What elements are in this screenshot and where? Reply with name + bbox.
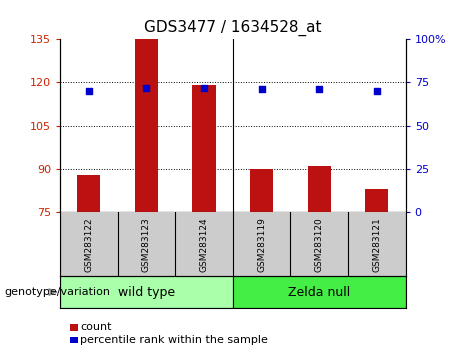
Bar	[135, 39, 158, 212]
Text: GSM283121: GSM283121	[372, 217, 381, 272]
Point	[142, 85, 150, 90]
Bar	[308, 166, 331, 212]
Text: GSM283124: GSM283124	[200, 217, 208, 272]
Text: Zelda null: Zelda null	[288, 286, 350, 298]
Text: GSM283120: GSM283120	[315, 217, 324, 272]
Text: GSM283122: GSM283122	[84, 217, 93, 272]
Bar	[60, 276, 233, 308]
Bar	[77, 175, 100, 212]
Bar	[250, 169, 273, 212]
Point	[85, 88, 92, 94]
Title: GDS3477 / 1634528_at: GDS3477 / 1634528_at	[144, 20, 322, 36]
Text: wild type: wild type	[118, 286, 175, 298]
Point	[200, 85, 207, 90]
Point	[373, 88, 381, 94]
Bar	[365, 189, 388, 212]
Point	[258, 86, 266, 92]
Text: genotype/variation: genotype/variation	[5, 287, 111, 297]
Bar	[193, 85, 216, 212]
Bar	[233, 276, 406, 308]
Text: GSM283119: GSM283119	[257, 217, 266, 272]
Text: percentile rank within the sample: percentile rank within the sample	[80, 335, 268, 345]
Text: count: count	[80, 322, 112, 332]
Point	[315, 86, 323, 92]
Text: GSM283123: GSM283123	[142, 217, 151, 272]
